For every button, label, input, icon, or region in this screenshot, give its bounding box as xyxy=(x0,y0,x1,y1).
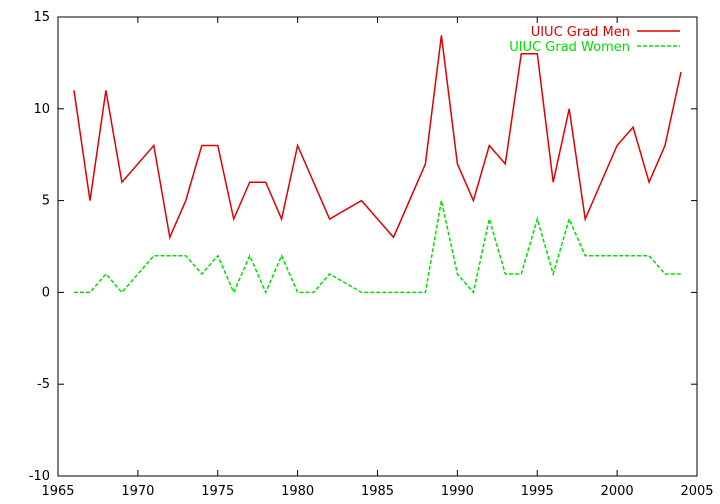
plot-frame xyxy=(57,16,698,477)
series-line-0 xyxy=(73,35,682,240)
y-tick-label: -10 xyxy=(29,469,50,484)
x-tick-label: 1980 xyxy=(281,484,314,499)
y-tick-label: 5 xyxy=(42,194,50,209)
legend-label: UIUC Grad Women xyxy=(509,40,630,55)
x-tick-label: 2000 xyxy=(601,484,634,499)
axis-ticks: 1965 1970 1975 1980 1985 1990 1995 2000 2005 -10 -… xyxy=(29,10,714,499)
x-tick-label: 1975 xyxy=(201,484,234,499)
x-tick-label: 1995 xyxy=(521,484,554,499)
x-tick-label: 2005 xyxy=(680,484,713,499)
y-tick-label: 0 xyxy=(42,285,50,300)
x-tick-label: 1990 xyxy=(441,484,474,499)
x-tick-label: 1985 xyxy=(361,484,394,499)
y-tick-label: 10 xyxy=(33,102,50,117)
x-tick-label: 1970 xyxy=(121,484,154,499)
y-tick-label: 15 xyxy=(33,10,50,25)
y-tick-label: -5 xyxy=(37,377,50,392)
legend-label: UIUC Grad Men xyxy=(531,25,630,40)
series-line-1 xyxy=(74,200,681,295)
series-lines xyxy=(73,35,682,295)
x-tick-label: 1965 xyxy=(41,484,74,499)
